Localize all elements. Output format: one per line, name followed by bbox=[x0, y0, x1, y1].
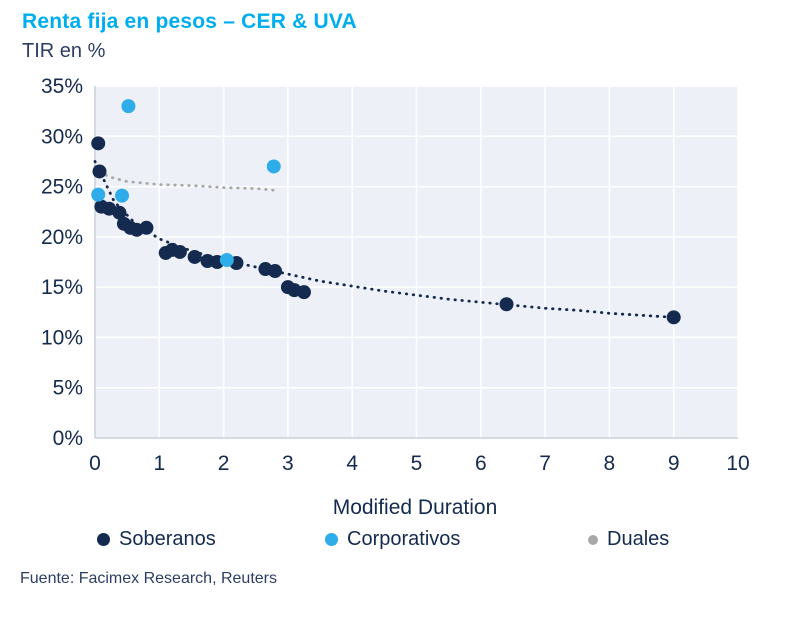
point-soberanos bbox=[268, 264, 283, 279]
y-tick-label: 15% bbox=[41, 276, 83, 299]
y-tick-label: 0% bbox=[53, 427, 83, 450]
y-tick-label: 25% bbox=[41, 176, 83, 199]
point-corporativos bbox=[121, 99, 136, 114]
chart-svg: 0% 5% 10% 15% 20% 25% 30% 35% 0 1 2 3 4 5 6 7 8 9 10 bbox=[41, 75, 750, 475]
x-tick-label: 5 bbox=[411, 452, 423, 475]
source-note: Fuente: Facimex Research, Reuters bbox=[20, 570, 277, 587]
y-tick-label: 10% bbox=[41, 326, 83, 349]
point-corporativos bbox=[219, 252, 234, 267]
x-tick-label: 3 bbox=[282, 452, 294, 475]
chart-legend: Soberanos Corporativos Duales bbox=[0, 528, 800, 554]
x-tick-label: 7 bbox=[539, 452, 551, 475]
point-soberanos bbox=[112, 205, 127, 220]
chart-subtitle: TIR en % bbox=[22, 40, 106, 62]
point-soberanos bbox=[499, 297, 514, 312]
x-tick-label: 0 bbox=[89, 452, 101, 475]
legend-item-corporativos: Corporativos bbox=[325, 528, 460, 551]
point-soberanos bbox=[172, 244, 187, 259]
x-tick-label: 9 bbox=[668, 452, 680, 475]
legend-label-soberanos: Soberanos bbox=[119, 528, 216, 550]
x-tick-label: 8 bbox=[604, 452, 616, 475]
legend-dot-soberanos bbox=[97, 533, 110, 546]
chart-title: Renta fija en pesos – CER & UVA bbox=[22, 10, 357, 33]
point-soberanos bbox=[92, 164, 107, 179]
legend-dot-duales bbox=[588, 534, 598, 545]
chart-area: 0% 5% 10% 15% 20% 25% 30% 35% 0 1 2 3 4 5 6 7 8 9 10 bbox=[20, 75, 780, 478]
point-soberanos bbox=[666, 310, 681, 325]
x-tick-label: 2 bbox=[218, 452, 230, 475]
y-tick-label: 30% bbox=[41, 125, 83, 148]
point-soberanos bbox=[187, 249, 202, 264]
legend-dot-corporativos bbox=[325, 533, 338, 546]
x-tick-label: 10 bbox=[726, 452, 749, 475]
y-tick-label: 20% bbox=[41, 226, 83, 249]
point-corporativos bbox=[266, 159, 281, 174]
legend-label-corporativos: Corporativos bbox=[347, 528, 461, 550]
trendline-duales bbox=[93, 165, 280, 192]
x-tick-label: 1 bbox=[153, 452, 165, 475]
point-corporativos bbox=[91, 187, 106, 202]
x-tick-label: 6 bbox=[475, 452, 487, 475]
y-tick-label: 35% bbox=[41, 76, 83, 98]
x-tick-label: 4 bbox=[346, 452, 358, 475]
legend-item-duales: Duales bbox=[588, 528, 669, 551]
point-soberanos bbox=[139, 220, 154, 235]
legend-item-soberanos: Soberanos bbox=[97, 528, 216, 551]
x-axis-title: Modified Duration bbox=[332, 496, 498, 519]
point-soberanos bbox=[91, 136, 106, 151]
legend-label-duales: Duales bbox=[607, 528, 670, 550]
point-soberanos bbox=[296, 285, 311, 300]
point-corporativos bbox=[115, 188, 130, 203]
y-tick-label: 5% bbox=[53, 377, 83, 400]
